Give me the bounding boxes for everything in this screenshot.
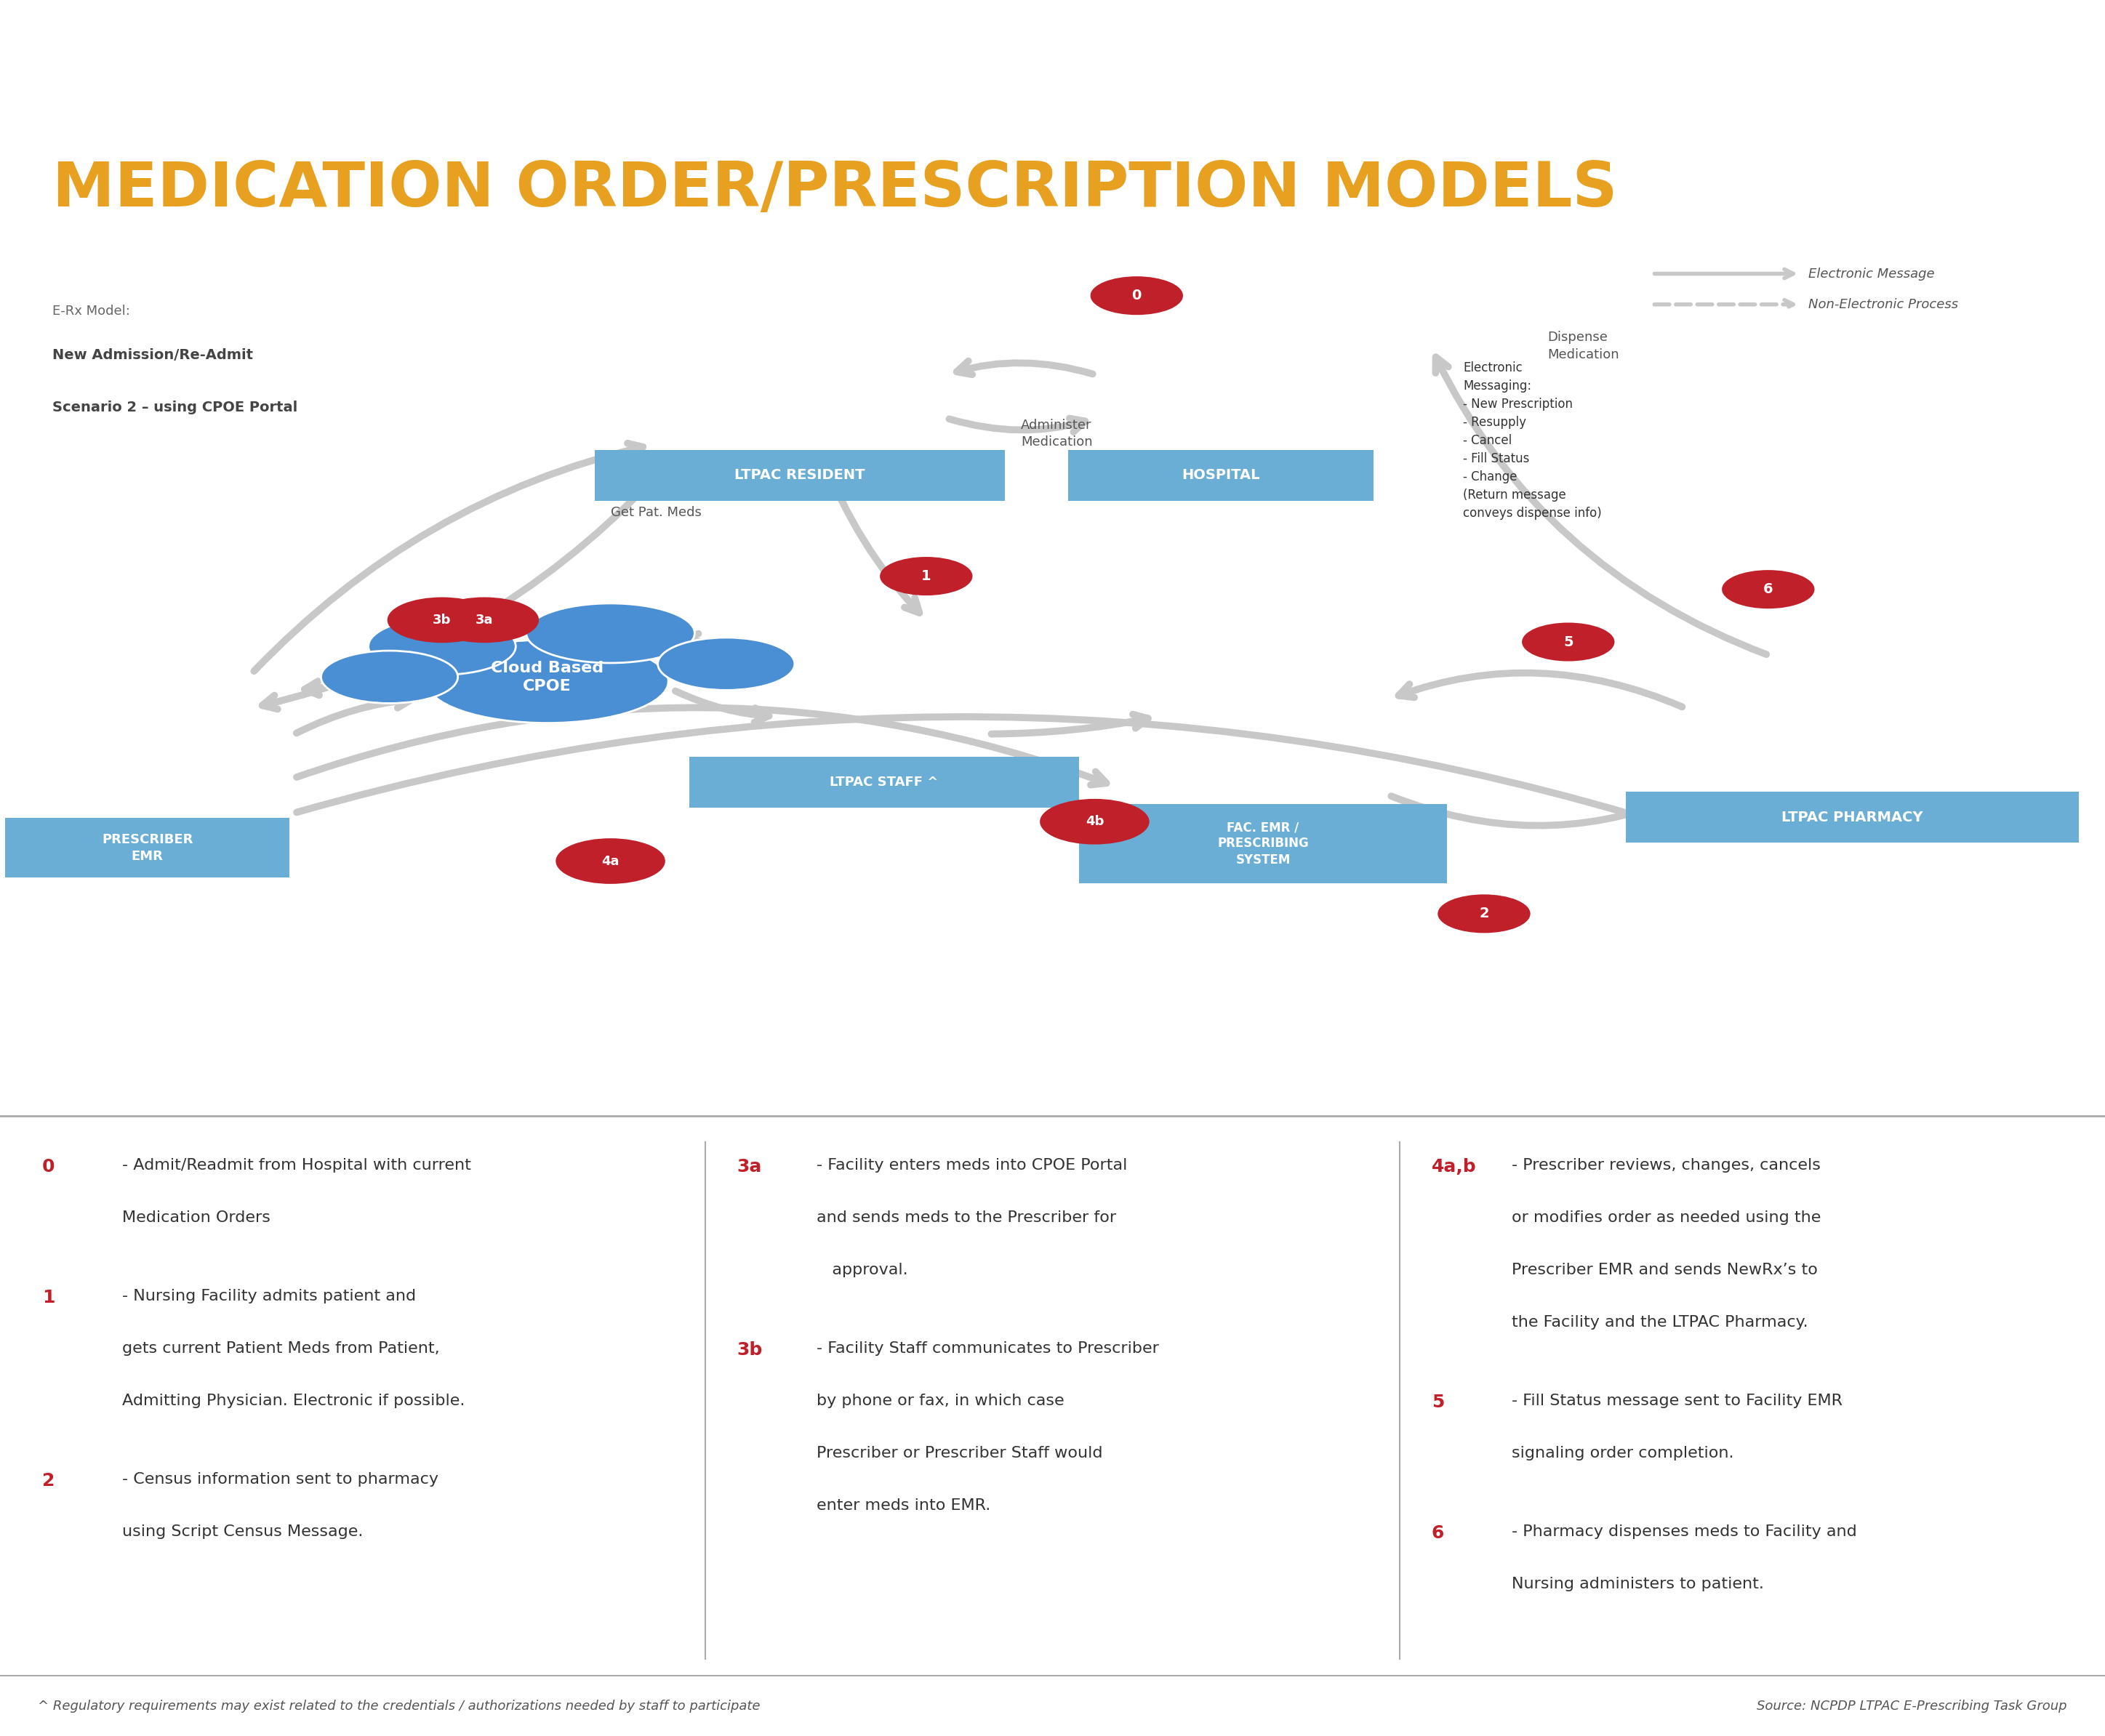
Circle shape — [1438, 894, 1530, 932]
Text: ^ Regulatory requirements may exist related to the credentials / authorizations : ^ Regulatory requirements may exist rela… — [38, 1700, 760, 1713]
Text: Admit Patient &
Get Pat. Meds: Admit Patient & Get Pat. Meds — [610, 488, 714, 519]
Text: 4b: 4b — [1086, 816, 1103, 828]
FancyBboxPatch shape — [1067, 450, 1372, 500]
Text: 3b: 3b — [434, 613, 450, 627]
Circle shape — [387, 597, 497, 642]
Circle shape — [880, 557, 973, 595]
Text: 6: 6 — [1764, 582, 1772, 595]
Text: - Facility enters meds into CPOE Portal: - Facility enters meds into CPOE Portal — [817, 1158, 1128, 1174]
Text: - Facility Staff communicates to Prescriber: - Facility Staff communicates to Prescri… — [817, 1342, 1160, 1356]
Text: using Script Census Message.: using Script Census Message. — [122, 1524, 362, 1538]
Text: Cloud Based
CPOE: Cloud Based CPOE — [490, 661, 604, 693]
Text: Prescriber or Prescriber Staff would: Prescriber or Prescriber Staff would — [817, 1446, 1103, 1460]
FancyBboxPatch shape — [1625, 792, 2078, 842]
FancyBboxPatch shape — [690, 757, 1078, 807]
Text: LTPAC PHARMACY: LTPAC PHARMACY — [1781, 811, 1924, 825]
Text: - Nursing Facility admits patient and: - Nursing Facility admits patient and — [122, 1288, 417, 1304]
Text: approval.: approval. — [817, 1262, 914, 1278]
Text: 4a: 4a — [602, 854, 619, 868]
FancyBboxPatch shape — [594, 450, 1006, 500]
Circle shape — [1522, 623, 1615, 661]
Circle shape — [1722, 569, 1815, 609]
Ellipse shape — [657, 637, 796, 691]
Text: E-Rx Model:: E-Rx Model: — [53, 304, 131, 318]
Circle shape — [556, 838, 665, 884]
Text: 2: 2 — [1480, 906, 1488, 920]
Text: Dispense
Medication: Dispense Medication — [1547, 332, 1619, 361]
Text: gets current Patient Meds from Patient,: gets current Patient Meds from Patient, — [122, 1342, 440, 1356]
Circle shape — [1040, 799, 1149, 844]
Text: FAC. EMR /
PRESCRIBING
SYSTEM: FAC. EMR / PRESCRIBING SYSTEM — [1217, 821, 1309, 866]
Text: LTPAC RESIDENT: LTPAC RESIDENT — [735, 469, 865, 483]
Circle shape — [1090, 276, 1183, 314]
Text: Long-Term & Post-Acute Care: Long-Term & Post-Acute Care — [53, 35, 1181, 101]
Text: Source: NCPDP LTPAC E-Prescribing Task Group: Source: NCPDP LTPAC E-Prescribing Task G… — [1758, 1700, 2067, 1713]
Text: Medication Orders: Medication Orders — [122, 1210, 269, 1226]
Text: 1: 1 — [42, 1288, 55, 1307]
Text: 1: 1 — [922, 569, 930, 583]
Text: - Pharmacy dispenses meds to Facility and: - Pharmacy dispenses meds to Facility an… — [1511, 1524, 1857, 1538]
Text: New Admission/Re-Admit: New Admission/Re-Admit — [53, 349, 253, 363]
Text: - Admit/Readmit from Hospital with current: - Admit/Readmit from Hospital with curre… — [122, 1158, 472, 1174]
Text: 3a: 3a — [476, 613, 493, 627]
Ellipse shape — [368, 618, 516, 675]
Text: or modifies order as needed using the: or modifies order as needed using the — [1511, 1210, 1821, 1226]
Text: 2: 2 — [42, 1472, 55, 1489]
Text: MEDICATION ORDER/PRESCRIPTION MODELS: MEDICATION ORDER/PRESCRIPTION MODELS — [53, 160, 1617, 220]
Text: 3a: 3a — [737, 1158, 762, 1175]
Text: Electronic
Messaging:
- New Prescription
- Resupply
- Cancel
- Fill Status
- Cha: Electronic Messaging: - New Prescription… — [1463, 361, 1602, 519]
Text: Nursing administers to patient.: Nursing administers to patient. — [1511, 1576, 1764, 1590]
Text: signaling order completion.: signaling order completion. — [1511, 1446, 1735, 1460]
Text: by phone or fax, in which case: by phone or fax, in which case — [817, 1394, 1065, 1408]
Text: Electronic Message: Electronic Message — [1808, 267, 1934, 279]
Ellipse shape — [526, 604, 695, 663]
Text: 0: 0 — [42, 1158, 55, 1175]
Circle shape — [429, 597, 539, 642]
Text: 5: 5 — [1431, 1394, 1444, 1411]
Text: 6: 6 — [1431, 1524, 1444, 1542]
Text: Scenario 2 – using CPOE Portal: Scenario 2 – using CPOE Portal — [53, 401, 297, 415]
Ellipse shape — [425, 641, 669, 722]
FancyBboxPatch shape — [6, 818, 290, 878]
Text: HOSPITAL: HOSPITAL — [1181, 469, 1261, 483]
Text: - Prescriber reviews, changes, cancels: - Prescriber reviews, changes, cancels — [1511, 1158, 1821, 1174]
Text: LTPAC STAFF ^: LTPAC STAFF ^ — [829, 776, 939, 788]
Text: the Facility and the LTPAC Pharmacy.: the Facility and the LTPAC Pharmacy. — [1511, 1316, 1808, 1330]
Text: 0: 0 — [1132, 288, 1141, 302]
FancyBboxPatch shape — [1078, 804, 1448, 884]
Text: Non-Electronic Process: Non-Electronic Process — [1808, 299, 1958, 311]
Text: Prescriber EMR and sends NewRx’s to: Prescriber EMR and sends NewRx’s to — [1511, 1262, 1817, 1278]
Text: Administer
Medication: Administer Medication — [1021, 418, 1092, 448]
Text: PRESCRIBER
EMR: PRESCRIBER EMR — [101, 833, 194, 863]
Text: Admitting Physician. Electronic if possible.: Admitting Physician. Electronic if possi… — [122, 1394, 465, 1408]
Text: 5: 5 — [1564, 635, 1572, 649]
Text: enter meds into EMR.: enter meds into EMR. — [817, 1498, 991, 1512]
Text: - Fill Status message sent to Facility EMR: - Fill Status message sent to Facility E… — [1511, 1394, 1842, 1408]
Text: and sends meds to the Prescriber for: and sends meds to the Prescriber for — [817, 1210, 1116, 1226]
Text: 3b: 3b — [737, 1342, 762, 1359]
Text: 4a,b: 4a,b — [1431, 1158, 1476, 1175]
Ellipse shape — [322, 651, 459, 703]
Text: - Census information sent to pharmacy: - Census information sent to pharmacy — [122, 1472, 438, 1486]
